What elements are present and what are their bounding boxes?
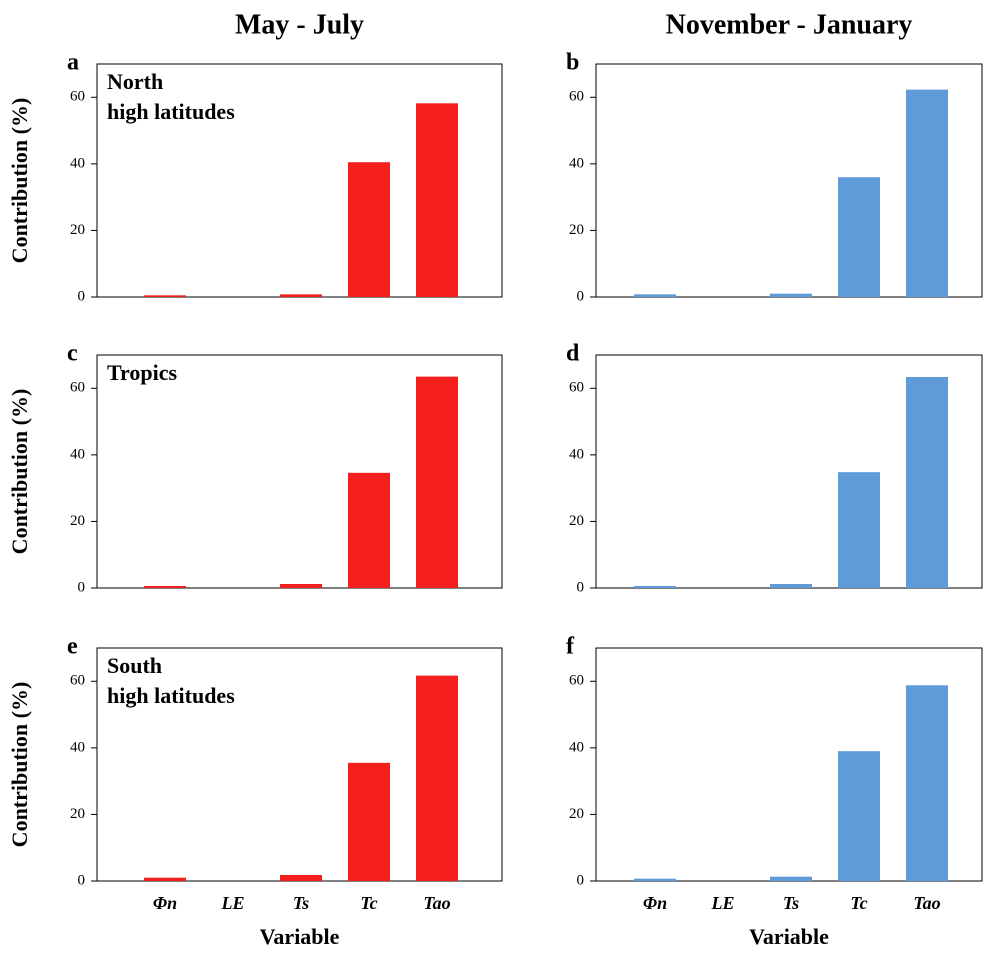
bar xyxy=(348,162,390,297)
bar xyxy=(906,376,948,588)
x-tick-label: Tao xyxy=(423,893,450,913)
bar xyxy=(416,376,458,588)
y-tick-label: 0 xyxy=(577,872,585,888)
y-tick-label: 40 xyxy=(70,739,85,755)
bar xyxy=(906,89,948,297)
bar xyxy=(770,876,812,881)
y-tick-label: 60 xyxy=(70,673,85,689)
x-tick-label: Ts xyxy=(783,893,799,913)
x-tick-label: LE xyxy=(220,893,244,913)
bar xyxy=(144,877,186,881)
x-tick-label: Φn xyxy=(643,893,667,913)
bar xyxy=(144,295,186,297)
y-tick-label: 20 xyxy=(70,513,85,529)
y-tick-label: 40 xyxy=(569,739,584,755)
y-tick-label: 40 xyxy=(569,446,584,462)
bar xyxy=(144,586,186,588)
bar xyxy=(770,293,812,297)
bar xyxy=(634,586,676,588)
x-tick-label: LE xyxy=(710,893,734,913)
bar xyxy=(280,294,322,297)
y-tick-label: 40 xyxy=(70,155,85,171)
y-axis-label: Contribution (%) xyxy=(7,98,32,264)
y-tick-label: 20 xyxy=(70,806,85,822)
bar xyxy=(838,472,880,588)
y-tick-label: 60 xyxy=(569,89,584,105)
region-label: Tropics xyxy=(107,360,178,385)
x-tick-label: Tc xyxy=(850,893,867,913)
x-tick-label: Tc xyxy=(360,893,377,913)
panel-label: a xyxy=(67,50,79,76)
bar xyxy=(634,294,676,297)
y-axis-label: Contribution (%) xyxy=(7,682,32,848)
y-tick-label: 0 xyxy=(78,288,86,304)
region-label: North xyxy=(107,69,163,94)
y-tick-label: 40 xyxy=(569,155,584,171)
bar xyxy=(838,751,880,881)
column-title: May - July xyxy=(235,9,364,40)
bar xyxy=(348,762,390,881)
x-tick-label: Φn xyxy=(153,893,177,913)
y-tick-label: 20 xyxy=(569,513,584,529)
panel-label: e xyxy=(67,634,78,660)
y-tick-label: 0 xyxy=(577,288,585,304)
x-tick-label: Tao xyxy=(913,893,940,913)
x-axis-label: Variable xyxy=(260,924,340,949)
y-tick-label: 60 xyxy=(569,673,584,689)
bar xyxy=(348,472,390,588)
y-tick-label: 20 xyxy=(70,222,85,238)
x-tick-label: Ts xyxy=(293,893,309,913)
panel-label: b xyxy=(566,50,579,76)
y-tick-label: 20 xyxy=(569,806,584,822)
region-label: high latitudes xyxy=(107,683,235,708)
column-title: November - January xyxy=(666,9,913,40)
panel-label: c xyxy=(67,341,78,367)
bar xyxy=(770,584,812,588)
panel-label: d xyxy=(566,341,580,367)
y-tick-label: 20 xyxy=(569,222,584,238)
y-tick-label: 60 xyxy=(70,380,85,396)
y-tick-label: 0 xyxy=(577,579,585,595)
bar xyxy=(416,103,458,297)
y-tick-label: 40 xyxy=(70,446,85,462)
panel-label: f xyxy=(566,634,575,660)
y-tick-label: 60 xyxy=(70,89,85,105)
region-label: South xyxy=(107,653,162,678)
bar xyxy=(906,685,948,881)
y-tick-label: 60 xyxy=(569,380,584,396)
x-axis-label: Variable xyxy=(749,924,829,949)
bar xyxy=(838,177,880,297)
region-label: high latitudes xyxy=(107,99,235,124)
y-tick-label: 0 xyxy=(78,579,86,595)
bar xyxy=(416,675,458,881)
y-tick-label: 0 xyxy=(78,872,86,888)
y-axis-label: Contribution (%) xyxy=(7,389,32,555)
bar xyxy=(280,875,322,881)
bar xyxy=(634,878,676,881)
bar xyxy=(280,584,322,588)
